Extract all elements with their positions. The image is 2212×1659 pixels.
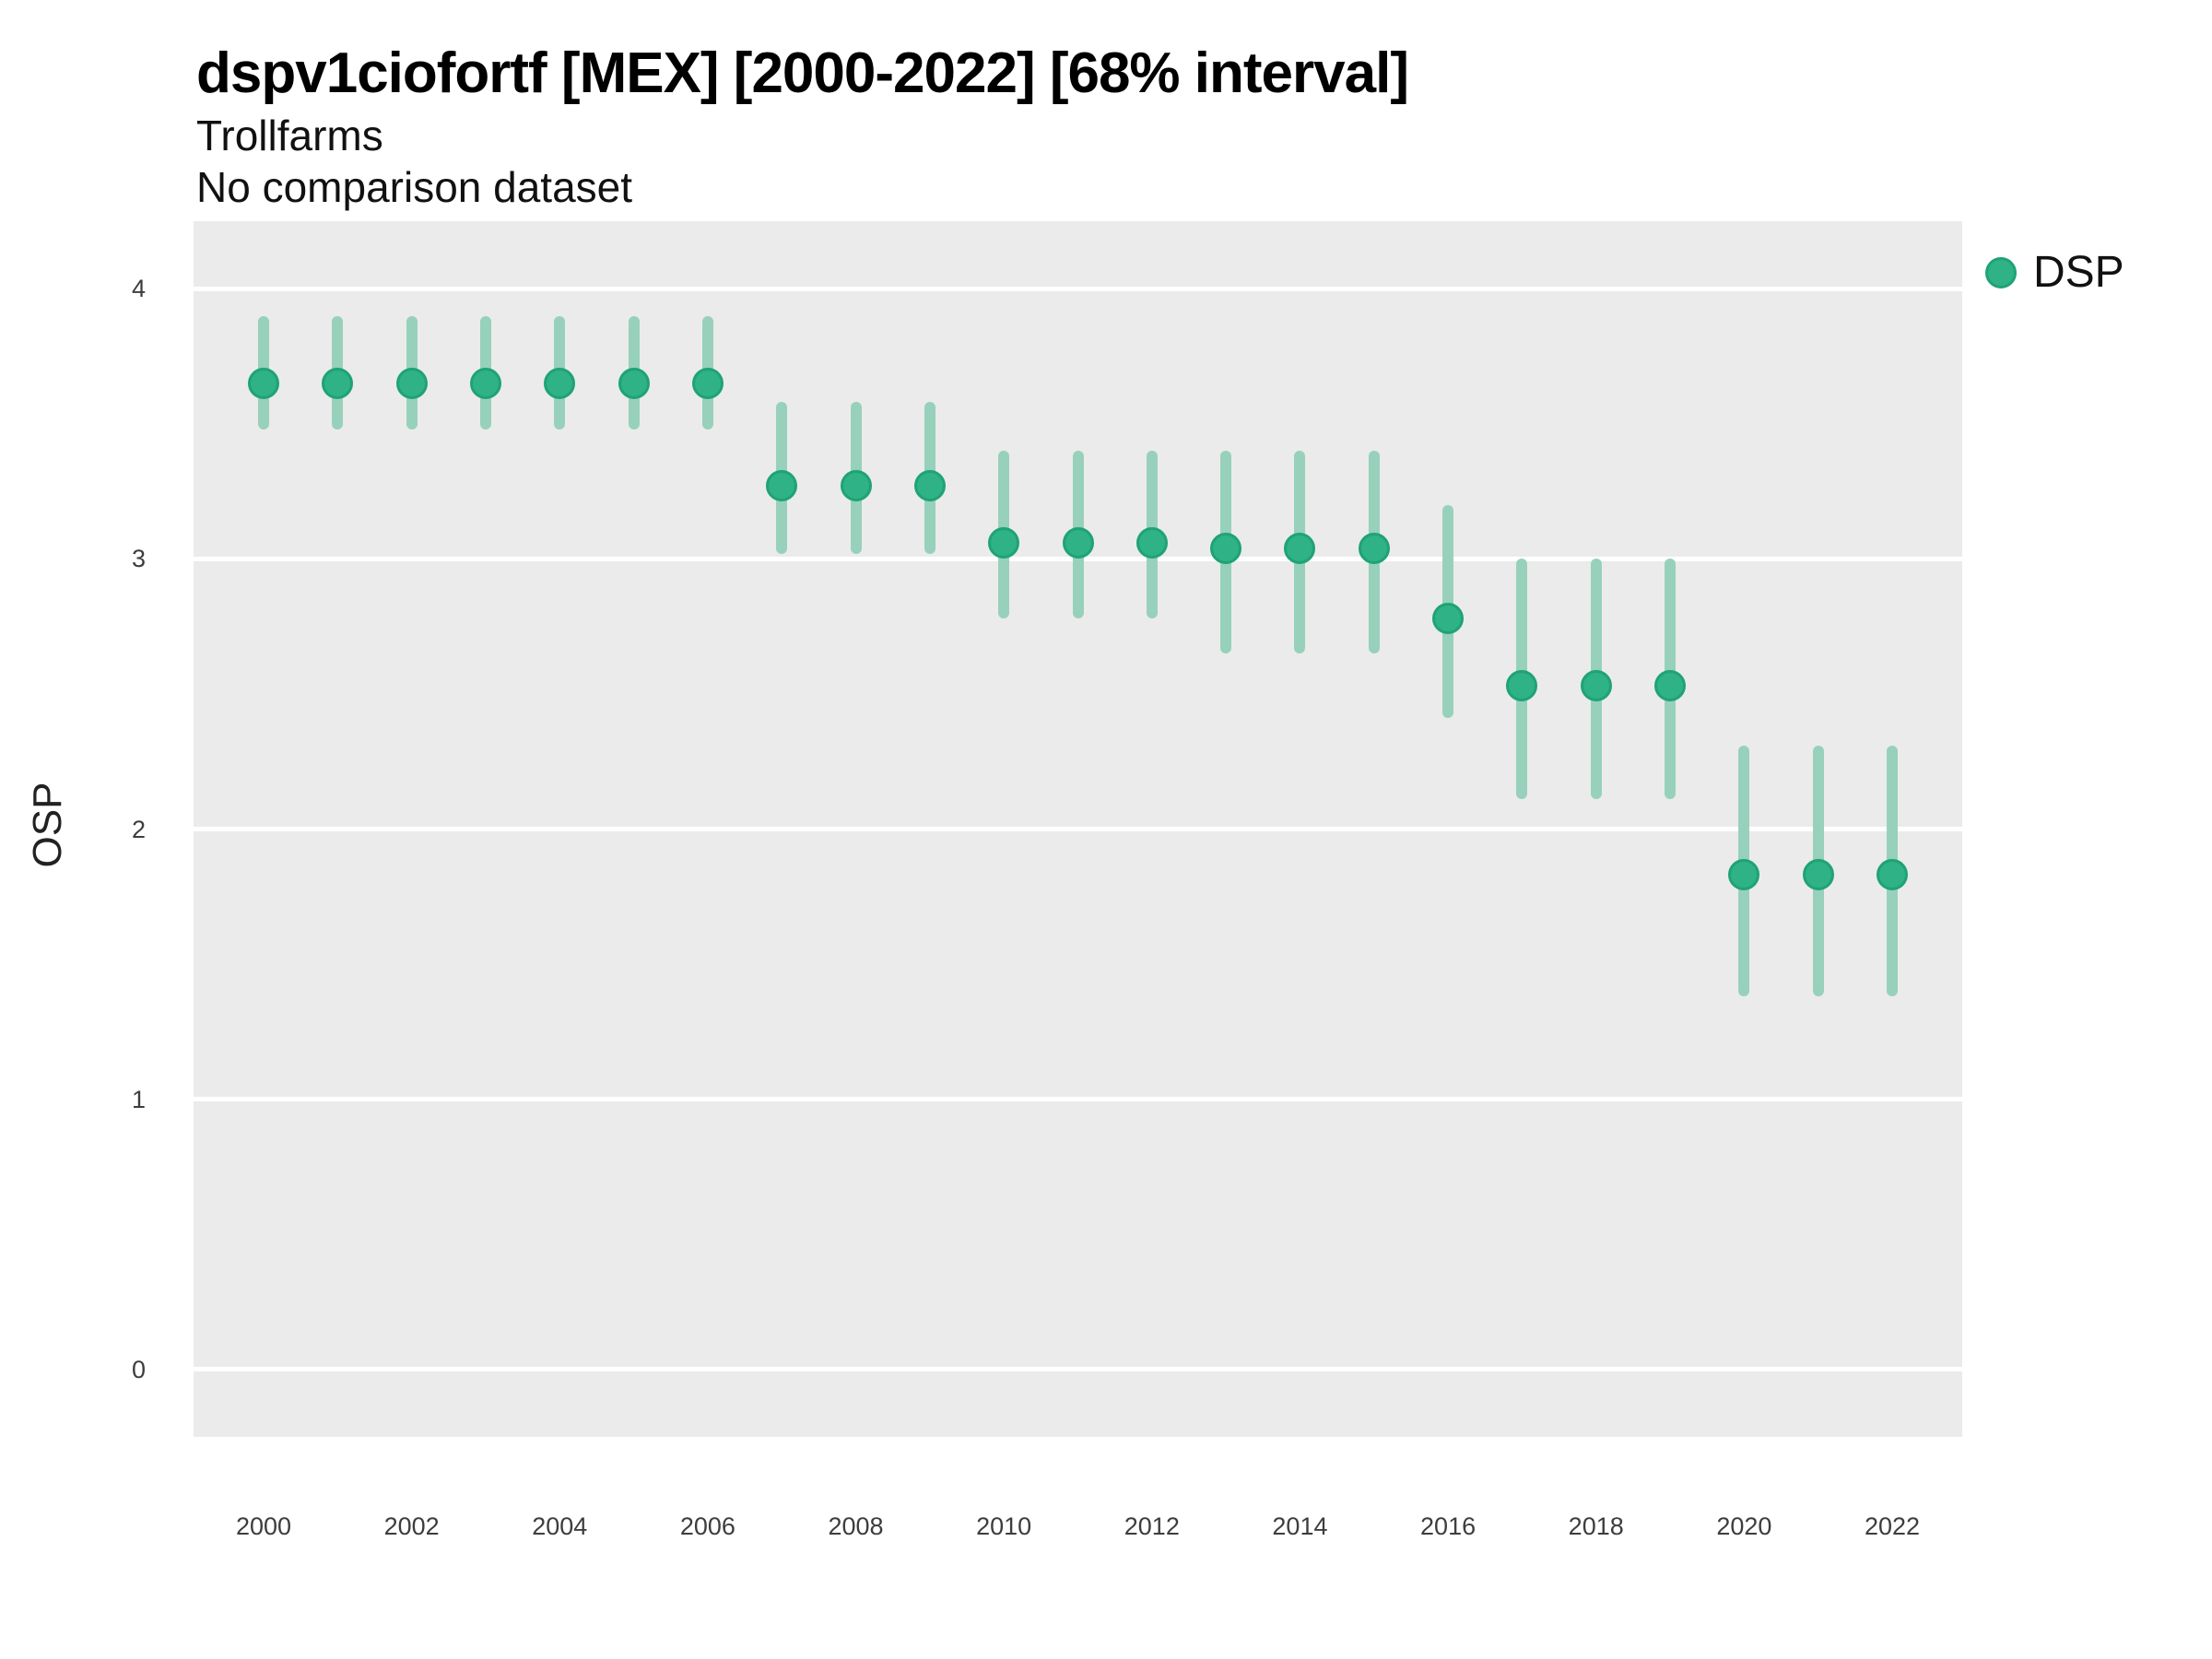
legend: DSP	[1985, 247, 2124, 298]
grid-line-y-2	[194, 827, 1962, 831]
y-tick-label-2: 2	[131, 815, 146, 843]
data-point-2017	[1506, 670, 1538, 702]
legend-series-label: DSP	[2033, 248, 2124, 297]
data-point-2007	[766, 470, 798, 502]
x-tick-label-2008: 2008	[828, 1512, 884, 1540]
data-point-2008	[840, 470, 872, 502]
data-point-2016	[1432, 602, 1465, 634]
data-point-2000	[248, 367, 279, 399]
data-point-2002	[395, 367, 428, 399]
grid-line-y-0	[194, 1367, 1962, 1372]
data-point-2006	[691, 367, 724, 399]
x-tick-label-2016: 2016	[1420, 1512, 1477, 1540]
data-point-2005	[618, 367, 650, 399]
chart-title: dspv1ciofortf [MEX] [2000-2022] [68% int…	[196, 41, 1409, 105]
data-point-2013	[1210, 532, 1242, 564]
data-point-2012	[1135, 526, 1168, 559]
x-tick-label-2004: 2004	[532, 1512, 588, 1540]
data-point-2004	[544, 367, 576, 399]
x-tick-label-2022: 2022	[1864, 1512, 1921, 1540]
y-tick-label-1: 1	[131, 1085, 146, 1113]
data-point-2001	[322, 367, 354, 399]
comparison-note: No comparison dataset	[196, 163, 633, 211]
legend-point-icon	[1985, 256, 2017, 288]
y-tick-label-4: 4	[131, 275, 146, 303]
x-tick-label-2012: 2012	[1124, 1512, 1180, 1540]
data-point-2018	[1580, 670, 1612, 702]
y-tick-label-3: 3	[131, 545, 146, 573]
data-point-2019	[1654, 670, 1687, 702]
plot-panel	[194, 221, 1962, 1437]
x-tick-label-2010: 2010	[976, 1512, 1032, 1540]
data-point-2020	[1728, 859, 1760, 891]
data-point-2021	[1802, 859, 1834, 891]
data-point-2003	[469, 367, 501, 399]
chart-subtitle: Trollfarms	[196, 112, 383, 159]
data-point-2011	[1062, 526, 1094, 559]
data-point-2014	[1284, 532, 1316, 564]
data-point-2009	[913, 470, 946, 502]
y-tick-label-0: 0	[131, 1355, 146, 1383]
data-point-2015	[1358, 532, 1390, 564]
x-tick-label-2002: 2002	[383, 1512, 440, 1540]
grid-line-y-1	[194, 1097, 1962, 1102]
data-point-2022	[1877, 859, 1908, 891]
x-tick-label-2014: 2014	[1272, 1512, 1328, 1540]
x-tick-label-2018: 2018	[1568, 1512, 1624, 1540]
x-tick-label-2006: 2006	[679, 1512, 735, 1540]
grid-line-y-4	[194, 286, 1962, 291]
x-tick-label-2020: 2020	[1716, 1512, 1772, 1540]
x-tick-label-2000: 2000	[235, 1512, 292, 1540]
data-point-2010	[988, 526, 1020, 559]
